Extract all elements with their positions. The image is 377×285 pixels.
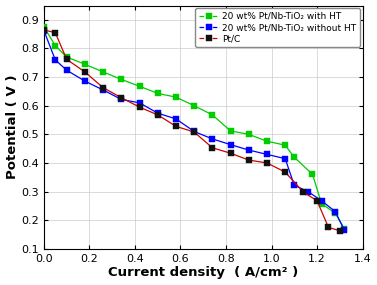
20 wt% Pt/Nb-TiO₂ with HT [137, 85, 142, 88]
Pt/C [315, 199, 319, 202]
Legend: 20 wt% Pt/Nb-TiO₂ with HT, 20 wt% Pt/Nb-TiO₂ without HT, Pt/C: 20 wt% Pt/Nb-TiO₂ with HT, 20 wt% Pt/Nb-… [195, 8, 360, 47]
Pt/C [265, 161, 269, 165]
20 wt% Pt/Nb-TiO₂ with HT [283, 144, 287, 147]
20 wt% Pt/Nb-TiO₂ with HT [319, 202, 324, 205]
20 wt% Pt/Nb-TiO₂ without HT [319, 199, 324, 202]
20 wt% Pt/Nb-TiO₂ without HT [342, 229, 346, 232]
Pt/C [83, 70, 87, 74]
20 wt% Pt/Nb-TiO₂ with HT [101, 70, 106, 74]
Pt/C [155, 113, 160, 117]
20 wt% Pt/Nb-TiO₂ with HT [53, 44, 58, 47]
20 wt% Pt/Nb-TiO₂ without HT [53, 58, 58, 62]
20 wt% Pt/Nb-TiO₂ with HT [174, 95, 178, 99]
20 wt% Pt/Nb-TiO₂ without HT [292, 184, 297, 187]
Pt/C [101, 86, 106, 89]
Pt/C [119, 96, 124, 99]
Pt/C [283, 170, 287, 174]
Pt/C [53, 31, 58, 34]
Line: Pt/C: Pt/C [41, 27, 343, 233]
Y-axis label: Potential ( V ): Potential ( V ) [6, 75, 18, 180]
20 wt% Pt/Nb-TiO₂ without HT [137, 101, 142, 105]
Pt/C [64, 58, 69, 61]
20 wt% Pt/Nb-TiO₂ without HT [174, 117, 178, 121]
20 wt% Pt/Nb-TiO₂ with HT [119, 78, 124, 81]
Pt/C [174, 125, 178, 128]
Pt/C [228, 152, 233, 155]
Pt/C [137, 105, 142, 109]
20 wt% Pt/Nb-TiO₂ without HT [333, 210, 337, 213]
20 wt% Pt/Nb-TiO₂ without HT [192, 130, 196, 133]
20 wt% Pt/Nb-TiO₂ without HT [247, 148, 251, 152]
20 wt% Pt/Nb-TiO₂ without HT [119, 98, 124, 101]
20 wt% Pt/Nb-TiO₂ with HT [333, 211, 337, 215]
X-axis label: Current density  ( A/cm² ): Current density ( A/cm² ) [108, 266, 298, 280]
Line: 20 wt% Pt/Nb-TiO₂ with HT: 20 wt% Pt/Nb-TiO₂ with HT [41, 24, 347, 231]
20 wt% Pt/Nb-TiO₂ with HT [247, 133, 251, 136]
20 wt% Pt/Nb-TiO₂ with HT [192, 104, 196, 107]
Pt/C [42, 28, 46, 32]
20 wt% Pt/Nb-TiO₂ without HT [155, 111, 160, 115]
20 wt% Pt/Nb-TiO₂ with HT [155, 92, 160, 95]
20 wt% Pt/Nb-TiO₂ without HT [83, 80, 87, 83]
Pt/C [301, 190, 306, 194]
20 wt% Pt/Nb-TiO₂ with HT [292, 156, 297, 159]
20 wt% Pt/Nb-TiO₂ without HT [228, 143, 233, 146]
20 wt% Pt/Nb-TiO₂ without HT [306, 190, 310, 193]
Pt/C [210, 146, 215, 150]
20 wt% Pt/Nb-TiO₂ without HT [101, 88, 106, 92]
20 wt% Pt/Nb-TiO₂ without HT [64, 68, 69, 72]
20 wt% Pt/Nb-TiO₂ without HT [210, 137, 215, 141]
Pt/C [326, 226, 331, 229]
20 wt% Pt/Nb-TiO₂ with HT [310, 173, 315, 176]
20 wt% Pt/Nb-TiO₂ with HT [42, 25, 46, 29]
Pt/C [192, 130, 196, 134]
Line: 20 wt% Pt/Nb-TiO₂ without HT: 20 wt% Pt/Nb-TiO₂ without HT [41, 28, 347, 233]
20 wt% Pt/Nb-TiO₂ with HT [228, 129, 233, 133]
20 wt% Pt/Nb-TiO₂ with HT [265, 139, 269, 143]
20 wt% Pt/Nb-TiO₂ with HT [64, 55, 69, 59]
Pt/C [337, 229, 342, 233]
20 wt% Pt/Nb-TiO₂ with HT [210, 113, 215, 117]
20 wt% Pt/Nb-TiO₂ without HT [283, 157, 287, 160]
20 wt% Pt/Nb-TiO₂ with HT [83, 62, 87, 66]
20 wt% Pt/Nb-TiO₂ with HT [342, 227, 346, 231]
20 wt% Pt/Nb-TiO₂ without HT [42, 29, 46, 32]
20 wt% Pt/Nb-TiO₂ without HT [265, 153, 269, 156]
Pt/C [247, 158, 251, 162]
